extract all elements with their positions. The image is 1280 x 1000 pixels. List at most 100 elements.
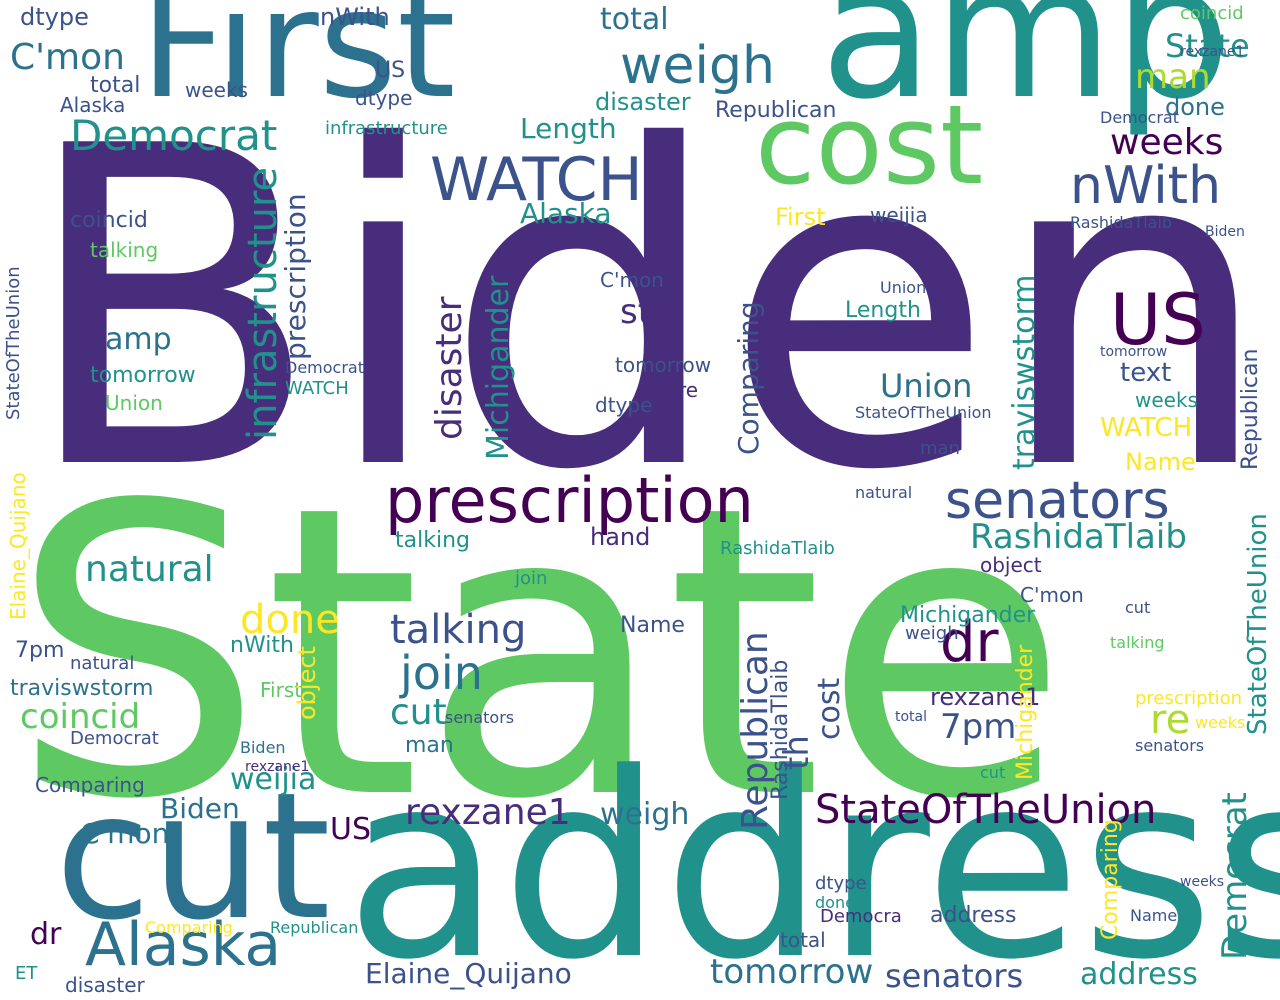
word-done-low: done <box>815 893 855 912</box>
word-democra: Democra <box>820 906 902 927</box>
word-address-small: address <box>1080 957 1198 992</box>
word-coincid-top: coincid <box>1180 3 1244 24</box>
word-stateoftheunion: StateOfTheUnion <box>815 787 1157 833</box>
word-total: total <box>600 2 669 37</box>
word-object-v: object <box>293 646 321 720</box>
word-rexzane1-top: rexzane1 <box>1180 44 1245 60</box>
word-nwith: nWith <box>1070 156 1222 216</box>
word-talking-left: talking <box>90 238 159 262</box>
word-comparing: Comparing <box>35 773 145 797</box>
word-weeks: weeks <box>1110 122 1224 163</box>
word-dtype-center: dtype <box>595 393 653 417</box>
word-man-right: man <box>920 438 960 459</box>
word-hand: hand <box>590 523 651 551</box>
word-comparing-v: Comparing <box>732 301 765 455</box>
word-weeks-low: weeks <box>1180 874 1225 890</box>
word-union-mid: Union <box>880 278 927 297</box>
word-comparing-low: Comparing <box>145 918 233 937</box>
word-dr-small: dr <box>30 917 62 952</box>
word-amp: amp <box>820 0 1232 140</box>
word-address-mid: address <box>930 903 1017 928</box>
word-join: join <box>400 646 483 700</box>
word-rexzane1-left: rexzane1 <box>245 759 310 775</box>
word-elaine-quijano: Elaine_Quijano <box>365 957 572 990</box>
word-us-small: US <box>330 812 372 847</box>
word-democrat-v: Democrat <box>1215 792 1255 960</box>
word-rashidatlaib-mid: RashidaTlaib <box>720 538 835 559</box>
word-biden-small: Biden <box>160 792 240 825</box>
word-traviswstorm-v: traviswstorm <box>1007 274 1042 470</box>
word-joinleft: join <box>515 568 548 589</box>
word-7pm: 7pm <box>940 707 1017 747</box>
word-weigh: weigh <box>620 36 775 96</box>
word-senators: senators <box>945 471 1170 531</box>
word-natural: natural <box>85 549 214 590</box>
word-watch-small: WATCH <box>285 378 349 399</box>
word-elaine-quijano-v: Elaine_Quijano <box>6 472 30 620</box>
word-stateoftheunion-mid: StateOfTheUnion <box>855 403 992 422</box>
word-done: done <box>240 597 340 643</box>
word-disaster-low: disaster <box>65 973 145 997</box>
word-object: object <box>980 553 1042 577</box>
word-michigander-right-v: Michigander <box>1013 644 1038 780</box>
word-length-mid: Length <box>845 298 921 323</box>
word-et: ET <box>15 963 38 984</box>
word-biden-right: Biden <box>1205 224 1245 240</box>
word-traviswstorm: traviswstorm <box>10 676 154 701</box>
word-tomorrow: tomorrow <box>710 952 874 992</box>
word-cmon-right: C'mon <box>1020 583 1084 607</box>
word-nwith-top: nWith <box>320 3 390 31</box>
word-talking: talking <box>390 607 527 653</box>
word-prescription-v: prescription <box>279 193 312 360</box>
word-cut-right-low: cut <box>980 763 1006 782</box>
word-republican-right-v: Republican <box>1238 348 1263 470</box>
word-weeks-left: weeks <box>185 78 248 102</box>
word-union: Union <box>880 367 973 405</box>
word-weigh-small: weigh <box>600 797 690 832</box>
word-st: st <box>620 292 652 332</box>
word-cmon: C'mon <box>10 37 125 78</box>
word-cut-right: cut <box>1125 598 1151 617</box>
word-us-top: US <box>375 58 406 83</box>
word-stateoftheunion-left-v: StateOfTheUnion <box>3 266 24 420</box>
word-comparing-right-v: Comparing <box>1098 819 1123 940</box>
word-tomorrow-left: tomorrow <box>90 363 196 388</box>
word-senators-small: senators <box>885 957 1024 995</box>
word-alaska-mid: Alaska <box>520 197 612 230</box>
word-rexzane1: rexzane1 <box>405 792 571 833</box>
word-total-left: total <box>90 73 141 98</box>
word-nwith-left: nWith <box>230 633 294 658</box>
word-senators-mid: senators <box>445 708 515 727</box>
word-length: Length <box>520 112 617 145</box>
word-address: address <box>345 719 1280 1000</box>
word-democrat-right: Democrat <box>1100 108 1179 127</box>
word-th-v: th <box>777 735 817 770</box>
word-disaster-v: disaster <box>429 296 470 441</box>
word-re-mid: re <box>678 378 699 402</box>
word-coincid: coincid <box>20 697 141 737</box>
word-re: re <box>1150 697 1191 743</box>
word-republican: Republican <box>715 98 837 123</box>
word-watch-mid: WATCH <box>1100 413 1193 443</box>
word-man-mid: man <box>405 733 454 758</box>
word-michigander: Michigander <box>900 603 1036 628</box>
word-man: man <box>1135 57 1211 97</box>
word-weeks-right: weeks <box>1195 713 1246 732</box>
word-watch: WATCH <box>430 145 643 215</box>
word-rashidatlaib-right: RashidaTlaib <box>1070 213 1173 232</box>
word-total-right: total <box>895 709 928 725</box>
word-text: text <box>1120 358 1172 388</box>
word-talking-right: talking <box>1110 633 1165 652</box>
word-dr: dr <box>940 610 999 675</box>
word-state-small: State <box>1165 27 1250 65</box>
word-name-low: Name <box>1130 906 1178 925</box>
word-first-mid: First <box>775 203 826 231</box>
word-infrastructure-h: infrastructure <box>325 118 448 139</box>
word-rexzane1-right: rexzane1 <box>930 683 1041 711</box>
word-weijia: weijia <box>230 762 317 797</box>
word-cut: cut <box>55 756 331 959</box>
word-cut-mid: cut <box>390 692 447 733</box>
word-dtype: dtype <box>20 3 89 31</box>
word-democrat: Democrat <box>70 111 278 160</box>
word-infrastructure-v: infrastructure <box>240 166 286 440</box>
